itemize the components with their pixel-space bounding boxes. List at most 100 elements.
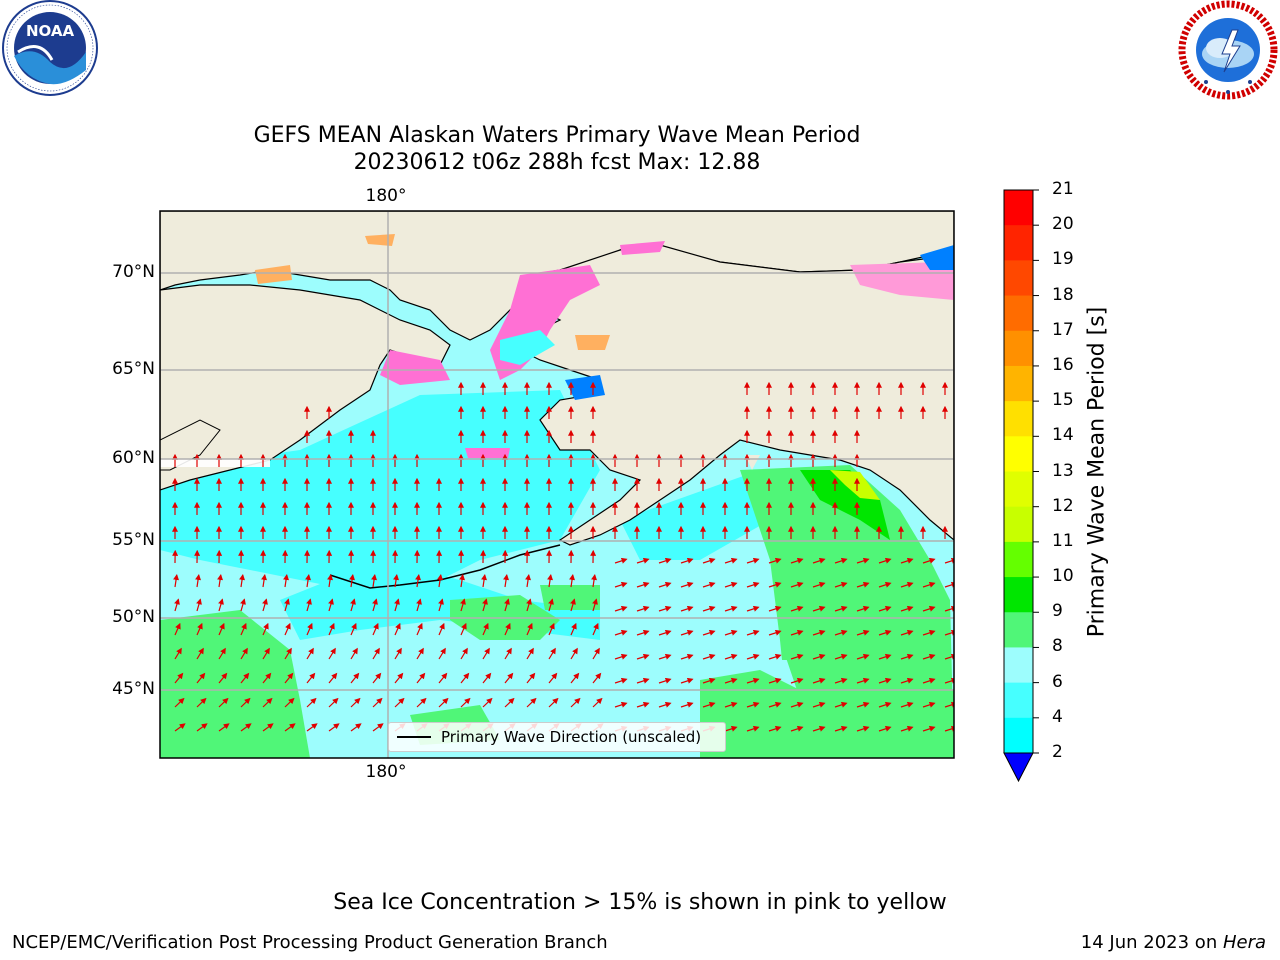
wave-arrow [460,598,466,612]
wave-arrow [768,581,782,588]
wave-arrow [372,697,383,708]
sea-ice-gap [500,330,555,365]
legend-line-swatch [397,736,431,738]
wave-arrow [438,647,446,660]
wave-arrow [614,653,628,660]
wave-arrow [768,725,782,732]
wave-arrow [834,629,848,636]
noaa-logo-text: NOAA [26,22,75,40]
sea-ice-note: Sea Ice Concentration > 15% is shown in … [333,890,947,915]
colorbar-tick-label: 17 [1052,319,1074,340]
wave-arrow [306,672,316,684]
wave-arrow [746,653,760,660]
wave-arrow [350,697,361,708]
wave-arrow [218,697,229,708]
wave-arrow [174,723,186,732]
wave-arrow [548,672,558,684]
colorbar [1003,189,1039,783]
wave-arrow [372,647,380,660]
wave-arrow [614,605,628,612]
wave-arrow [614,581,628,588]
wave-arrow [328,598,334,612]
legend-label: Primary Wave Direction (unscaled) [441,728,702,746]
wave-arrow [526,622,533,636]
wave-arrow [349,573,356,588]
wave-arrow [174,622,181,636]
wave-arrow [284,697,295,708]
wave-arrow [350,723,362,732]
wave-arrow [702,581,716,588]
lat-label-55: 55°N [112,530,155,550]
wave-arrow [218,723,230,732]
colorbar-segment [1004,647,1033,684]
wave-arrow [284,723,296,732]
wave-arrow [746,629,760,636]
wave-arrow [834,605,848,612]
wave-arrow [724,557,738,564]
wave-arrow [284,647,292,660]
map-legend: Primary Wave Direction (unscaled) [388,722,726,752]
wave-arrow [394,598,400,612]
wave-arrow [547,573,554,588]
chart-title: GEFS MEAN Alaskan Waters Primary Wave Me… [253,123,861,148]
wave-arrow [878,581,892,588]
wave-arrow [922,725,936,732]
wave-arrow [768,653,782,660]
wave-arrow [680,653,694,660]
wave-arrow [724,581,738,588]
wave-arrow [438,622,445,636]
wave-arrow [240,672,250,684]
wave-arrow [350,672,360,684]
sea-ice-anadyr [380,350,450,385]
wave-arrow [790,557,804,564]
wave-arrow [328,723,340,732]
colorbar-tick-label: 9 [1052,601,1063,622]
wave-arrow [746,677,760,684]
wave-arrow [217,573,224,588]
wave-arrow [636,605,650,612]
wave-arrow [636,557,650,564]
wave-arrow [416,672,426,684]
wave-arrow [394,647,402,660]
wave-arrow [790,605,804,612]
wave-arrow [878,701,892,708]
footer-host: Hera [1222,932,1266,953]
wave-arrow [900,725,914,732]
wave-arrow [438,598,444,612]
wave-arrow [834,677,848,684]
wave-arrow [702,653,716,660]
wave-arrow [416,622,423,636]
wave-arrow [658,581,672,588]
lat-label-65: 65°N [112,359,155,379]
wave-arrow [570,697,581,708]
wave-arrow [261,573,268,588]
lon-label-bottom: 180° [365,762,407,782]
wave-arrow [680,605,694,612]
wave-arrow [570,672,580,684]
sea-ice-norton-sound [565,375,605,400]
colorbar-segment [1004,225,1033,261]
wave-arrow [416,697,427,708]
wave-arrow [878,605,892,612]
wave-arrow [262,723,274,732]
wave-arrow [922,557,936,564]
wave-arrow [900,701,914,708]
wave-arrow [372,622,379,636]
wave-arrow [812,677,826,684]
colorbar-segment [1004,541,1033,578]
wave-arrow [393,573,400,588]
wave-arrow [768,557,782,564]
wave-arrow [834,653,848,660]
wave-arrow [305,573,312,588]
colorbar-tick-label: 6 [1052,671,1063,692]
wave-arrow [569,573,576,588]
colorbar-segment [1004,471,1033,508]
wave-arrow [922,653,936,660]
wave-arrow [768,605,782,612]
colorbar-segment [1004,436,1033,472]
wave-arrow [196,723,208,732]
region-12s-gulf [830,470,880,500]
wave-arrow [944,581,954,588]
wave-arrow [526,697,537,708]
wave-arrow [240,647,248,660]
